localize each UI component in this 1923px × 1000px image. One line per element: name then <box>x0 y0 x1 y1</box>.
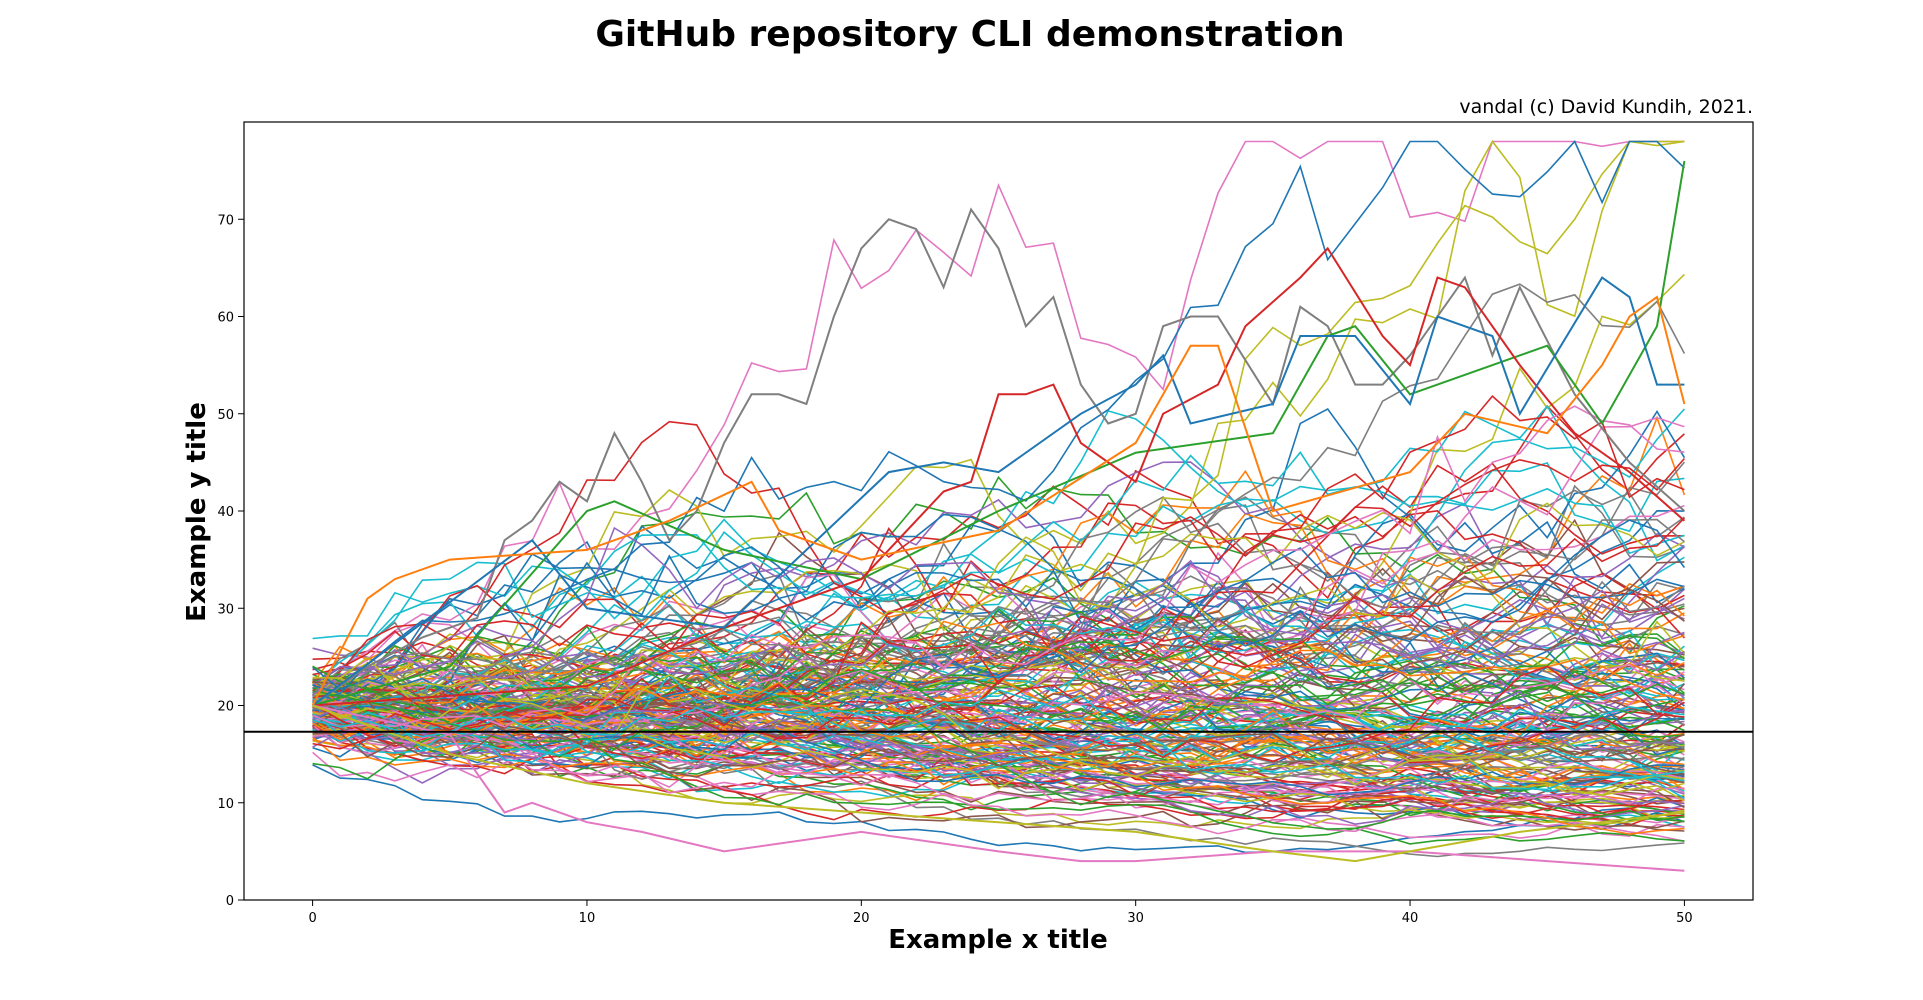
series-line <box>312 582 1685 769</box>
y-tick-label: 40 <box>217 505 234 520</box>
highlighted-series-line <box>311 276 1685 707</box>
series-line <box>312 140 1685 695</box>
axes-layer: 0 10 20 30 40 50 0 10 20 30 40 50 60 70 <box>217 121 1754 926</box>
highlighted-series-line <box>312 246 1686 707</box>
x-tick-label: 10 <box>579 911 596 926</box>
highlighted-series-line <box>312 704 1685 863</box>
series-line <box>312 502 1685 711</box>
y-tick-label: 30 <box>217 602 234 617</box>
series-line <box>312 554 1685 756</box>
series-line <box>312 140 1685 699</box>
series-line <box>312 698 1685 799</box>
y-tick-label: 60 <box>217 311 234 326</box>
series-line <box>312 689 1685 761</box>
series-line <box>312 511 1686 718</box>
series-line <box>312 603 1685 739</box>
chart-title: GitHub repository CLI demonstration <box>595 14 1344 55</box>
y-tick-label: 0 <box>226 894 234 909</box>
x-tick-label: 30 <box>1127 911 1144 926</box>
series-line <box>312 665 1685 763</box>
x-tick-label: 0 <box>308 911 316 926</box>
x-tick-label: 40 <box>1402 911 1419 926</box>
series-line <box>312 599 1685 727</box>
highlighted-series-line <box>312 704 1685 872</box>
series-line <box>312 681 1685 835</box>
series-line <box>312 764 1685 854</box>
series-line <box>312 656 1685 796</box>
series-line <box>312 580 1685 695</box>
series-line <box>312 588 1685 709</box>
highlighted-series-line <box>312 160 1686 707</box>
series-line <box>311 554 1685 739</box>
series-line <box>312 475 1685 690</box>
highlighted-series-line <box>311 295 1686 706</box>
series-line <box>312 283 1686 742</box>
y-tick-label: 10 <box>217 797 234 812</box>
y-tick-label: 20 <box>217 700 234 715</box>
series-line <box>312 683 1685 802</box>
series-line <box>312 518 1685 729</box>
series-line <box>312 517 1685 750</box>
series-line <box>312 669 1685 835</box>
series-line <box>312 689 1685 791</box>
chart-subtitle: vandal (c) David Kundih, 2021. <box>1459 96 1753 118</box>
y-tick-label: 70 <box>217 213 234 228</box>
x-tick-label: 50 <box>1676 911 1693 926</box>
series-line <box>312 513 1685 698</box>
series-line <box>312 620 1685 739</box>
series-line <box>312 607 1685 706</box>
series-line <box>312 631 1685 763</box>
series-line <box>312 673 1685 782</box>
series-line <box>312 140 1685 704</box>
series-line <box>312 451 1685 708</box>
series-line <box>312 563 1685 697</box>
y-axis-label: Example y title <box>182 402 212 622</box>
series-line <box>312 689 1685 831</box>
y-tick-label: 50 <box>217 408 234 423</box>
series-line <box>312 405 1685 728</box>
series-line <box>312 665 1685 751</box>
series-line <box>312 639 1685 760</box>
series-line <box>312 526 1685 687</box>
x-tick-label: 20 <box>853 911 870 926</box>
series-line <box>312 707 1685 811</box>
highlighted-series-line <box>312 207 1686 707</box>
series-line <box>312 592 1685 740</box>
series-layer <box>311 140 1686 872</box>
series-line <box>312 394 1685 676</box>
x-axis-label: Example x title <box>888 925 1108 955</box>
